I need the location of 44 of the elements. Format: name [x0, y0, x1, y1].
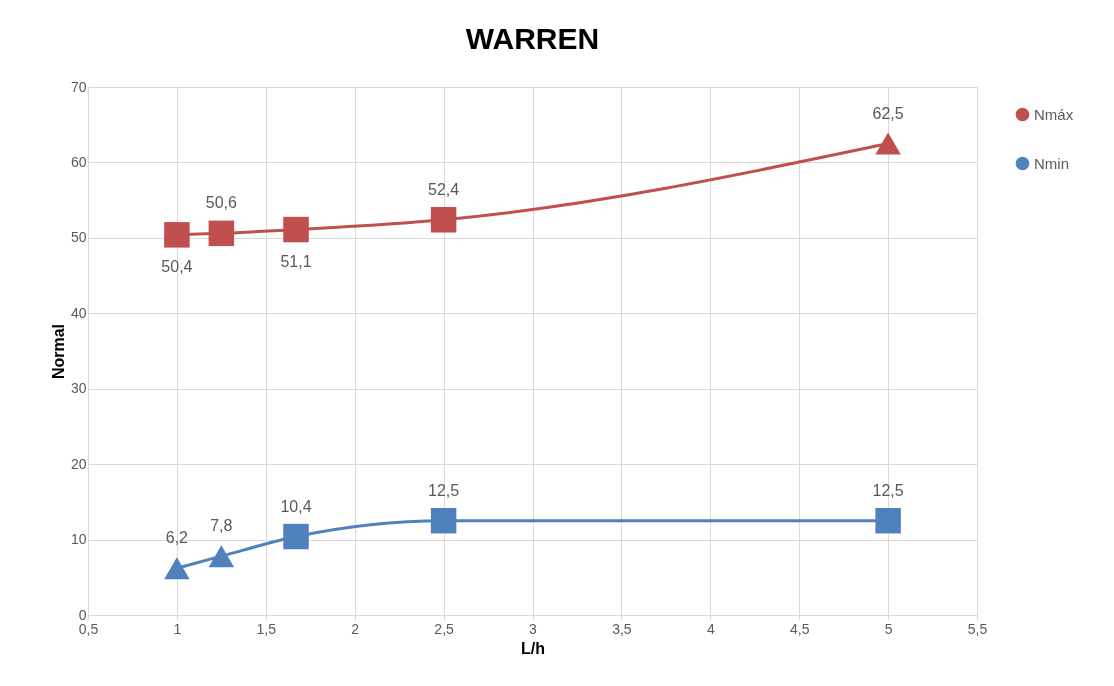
point: [164, 557, 190, 580]
data-label: 12,5: [872, 481, 904, 499]
chart-title: WARREN: [465, 22, 600, 55]
point: [875, 132, 901, 155]
data-label: 6,2: [165, 529, 189, 547]
point: [164, 222, 190, 248]
y-tick-label: 20: [70, 455, 87, 472]
x-tick-label: 0,5: [78, 620, 99, 637]
data-label: 7,8: [210, 517, 233, 535]
x-tick-label: 1: [173, 620, 182, 637]
x-tick-label: 2: [351, 620, 360, 637]
point: [208, 545, 235, 568]
data-label: 62,5: [872, 104, 904, 122]
point: [283, 523, 309, 550]
data-label: 52,4: [428, 180, 460, 198]
x-tick-label: 3,5: [612, 620, 632, 637]
y-tick-label: 50: [70, 229, 87, 246]
point: [875, 507, 901, 534]
point: [430, 507, 457, 534]
point: [208, 220, 235, 247]
y-tick-label: 10: [70, 531, 87, 548]
data-label: 10,4: [280, 497, 312, 515]
data-label: 50,4: [161, 257, 193, 275]
y-tick-label: 0: [78, 606, 87, 623]
x-tick-label: 5: [884, 620, 893, 637]
point: [430, 207, 457, 233]
x-tick-label: 2,5: [434, 620, 455, 637]
x-tick-label: 4,5: [789, 620, 810, 637]
data-label: 50,6: [205, 194, 238, 212]
y-tick-label: 60: [70, 153, 87, 170]
y-tick-label: 70: [70, 78, 87, 95]
x-tick-label: 4: [706, 620, 715, 637]
data-label: 51,1: [280, 252, 312, 270]
x-tick-label: 5,5: [967, 620, 988, 637]
y-tick-label: 40: [70, 304, 87, 321]
legend-label: Nmáx: [1034, 105, 1074, 123]
x-axis-title: L/h: [521, 639, 545, 657]
y-tick-label: 30: [70, 380, 87, 397]
x-tick-label: 1,5: [256, 620, 277, 637]
x-tick-label: 3: [529, 620, 538, 637]
data-label: 12,5: [428, 481, 460, 499]
point: [283, 216, 309, 243]
legend-label: Nmin: [1034, 154, 1070, 172]
y-axis-title: Normal: [49, 323, 67, 380]
